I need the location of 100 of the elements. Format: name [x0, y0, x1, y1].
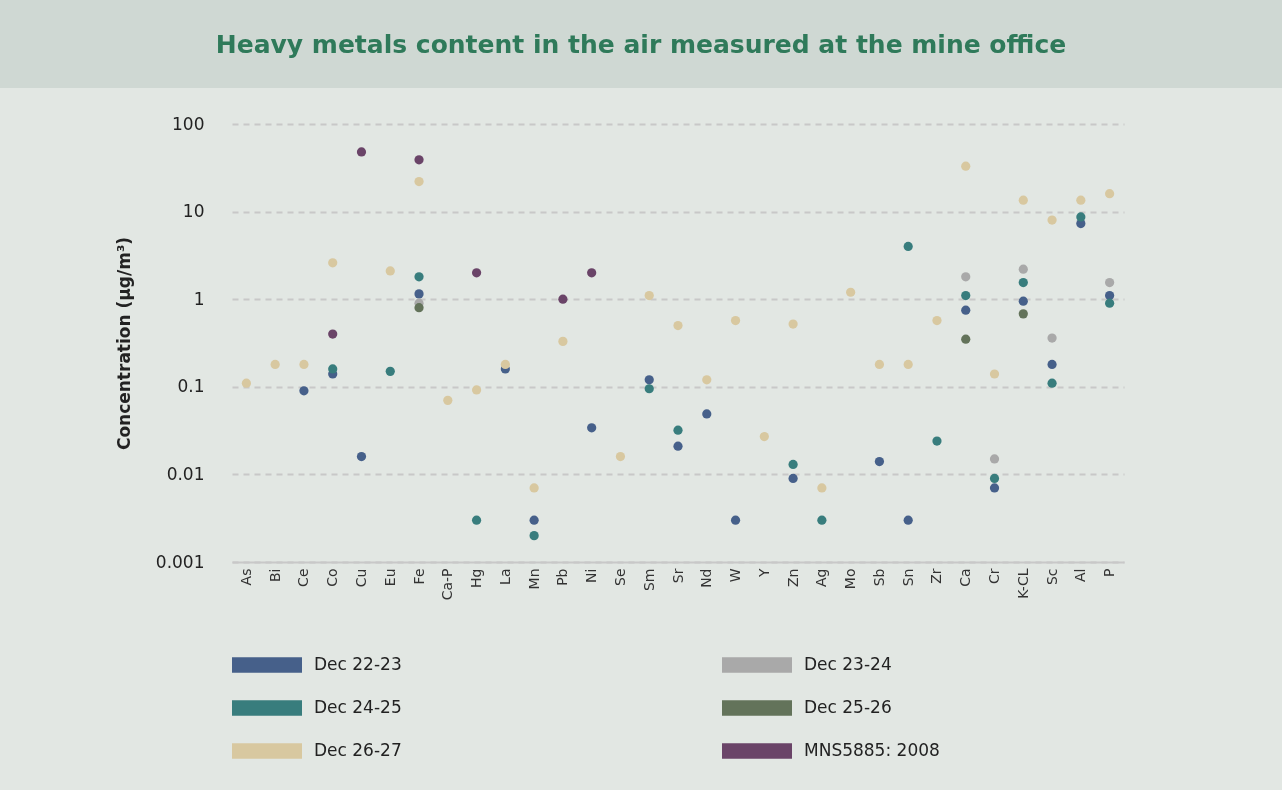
point: [989, 483, 1000, 493]
x-tick-label: Se: [611, 568, 628, 586]
point: [529, 483, 539, 493]
x-tick-label: Pb: [554, 568, 571, 586]
x-tick-label: Zn: [784, 568, 801, 587]
point: [328, 329, 338, 339]
legend-label: Dec 23-24: [804, 654, 892, 674]
point: [989, 473, 1000, 484]
point: [1047, 333, 1057, 343]
point: [1047, 378, 1057, 388]
point: [414, 272, 424, 282]
point: [1076, 212, 1086, 222]
x-tick-label: Sr: [669, 568, 686, 584]
point: [1018, 195, 1028, 205]
point: [874, 359, 885, 370]
point: [788, 459, 798, 470]
point: [1076, 195, 1086, 205]
point: [299, 386, 309, 396]
x-tick-label: Bi: [266, 568, 283, 582]
y-tick-label: 0.01: [166, 463, 205, 484]
point: [903, 359, 913, 370]
point: [471, 268, 482, 278]
x-tick-label: Cr: [986, 568, 1003, 585]
x-tick-label: Ca-P: [439, 568, 456, 601]
point: [730, 515, 741, 525]
point: [558, 294, 568, 304]
point: [1018, 296, 1028, 306]
point: [414, 155, 424, 165]
point: [1105, 189, 1115, 199]
x-tick-label: Ce: [295, 568, 312, 587]
legend-label: Dec 25-26: [804, 697, 892, 717]
x-tick-label: Sc: [1043, 568, 1060, 586]
point: [673, 320, 683, 331]
x-tick-label: Cu: [352, 568, 369, 588]
point: [299, 359, 309, 370]
legend-label: Dec 24-25: [314, 697, 402, 717]
point: [356, 451, 367, 462]
point: [961, 272, 971, 282]
y-tick-label: 100: [172, 113, 205, 134]
x-tick-label: Mn: [525, 568, 542, 590]
point: [1047, 359, 1057, 370]
point: [989, 369, 1000, 379]
point: [903, 515, 913, 525]
x-tick-label: La: [496, 568, 513, 585]
point: [817, 515, 827, 525]
x-tick-label: Ni: [583, 568, 600, 583]
x-tick-label: As: [237, 568, 254, 586]
point: [529, 531, 539, 541]
point: [788, 473, 798, 484]
y-axis-title: Concentration (µg/m³): [113, 236, 134, 451]
point: [644, 375, 654, 385]
point: [702, 409, 712, 419]
x-tick-label: K-CL: [1014, 568, 1031, 599]
point: [961, 161, 971, 171]
point: [1105, 277, 1115, 288]
point: [961, 290, 971, 301]
point: [328, 258, 338, 268]
x-tick-label: Fe: [410, 568, 427, 585]
point: [1018, 277, 1028, 288]
point: [385, 266, 395, 276]
x-tick-label: Mo: [842, 568, 859, 590]
point: [471, 515, 482, 525]
point: [615, 451, 626, 462]
point: [328, 364, 338, 374]
point: [1018, 264, 1028, 274]
point: [414, 303, 424, 313]
x-tick-label: Hg: [468, 568, 485, 588]
x-tick-label: Eu: [381, 568, 398, 587]
point: [558, 336, 568, 346]
x-tick-label: Nd: [698, 568, 715, 588]
point: [673, 441, 683, 451]
point: [587, 423, 597, 433]
point: [1105, 290, 1115, 301]
x-tick-label: Sm: [640, 568, 657, 592]
legend-label: Dec 26-27: [314, 740, 402, 760]
point: [989, 454, 1000, 464]
point: [644, 290, 654, 301]
x-tick-label: P: [1101, 568, 1118, 577]
point: [241, 378, 251, 388]
point: [932, 436, 942, 446]
point: [414, 289, 424, 299]
point: [702, 375, 712, 385]
point: [730, 315, 741, 326]
point: [644, 384, 654, 394]
point: [961, 334, 971, 344]
point: [500, 359, 510, 370]
point: [788, 319, 798, 329]
point: [529, 515, 539, 525]
legend-label: Dec 22-23: [314, 654, 402, 674]
chart-title: Heavy metals content in the air measured at the mine office: [0, 0, 1282, 88]
point: [385, 366, 395, 376]
y-tick-label: 0.001: [155, 551, 205, 572]
point: [759, 432, 769, 442]
point: [932, 315, 942, 326]
point: [817, 483, 827, 493]
x-tick-label: Co: [324, 568, 341, 587]
y-tick-label: 10: [182, 201, 205, 222]
y-tick-label: 1: [193, 288, 205, 309]
x-tick-label: Al: [1072, 568, 1089, 582]
point: [961, 305, 971, 315]
